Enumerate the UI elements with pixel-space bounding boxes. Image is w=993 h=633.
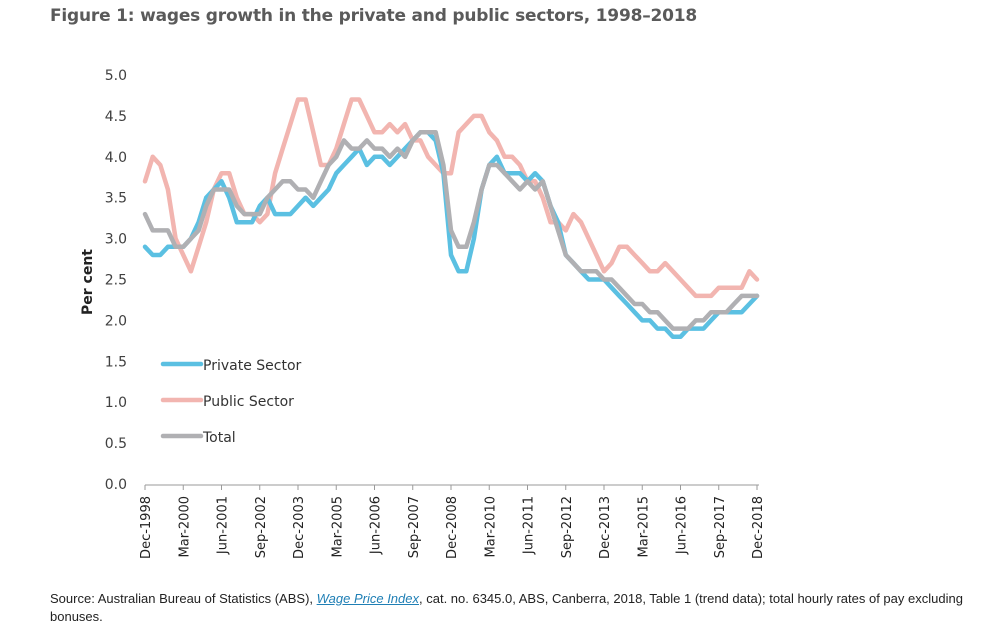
x-tick-label: Sep-2002 [254,496,269,558]
y-tick-label: 3.0 [105,232,127,248]
legend-label: Private Sector [203,358,302,374]
source-link[interactable]: Wage Price Index [316,591,419,606]
y-tick-label: 5.0 [105,68,127,84]
series-line-private-sector [142,130,760,340]
x-tick-label: Mar-2000 [177,496,192,557]
y-tick-label: 4.5 [105,109,127,125]
x-tick-label: Dec-2013 [598,496,613,559]
x-tick-label: Jun-2011 [522,496,537,555]
x-tick-label: Dec-1998 [139,496,154,559]
x-tick-label: Mar-2015 [636,496,651,557]
x-axis: Dec-1998 Mar-2000 Jun-2001 Sep-2002 Dec-2003… [139,484,766,559]
y-tick-label: 1.0 [105,395,127,411]
y-tick-label: 2.5 [105,273,127,289]
x-tick-label: Mar-2005 [330,496,345,557]
x-tick-label: Jun-2016 [675,496,690,555]
legend-label: Public Sector [203,394,294,410]
x-tick-label: Dec-2003 [292,496,307,559]
y-tick-label: 4.0 [105,150,127,166]
series-line-public-sector [142,97,760,299]
y-axis-label: Per cent [80,249,96,315]
source-suffix: , cat. no. 6345.0, ABS, Canberra, 2018, … [50,591,963,624]
y-tick-label: 2.0 [105,313,127,329]
y-tick-label: 0.5 [105,436,127,452]
x-tick-label: Jun-2001 [216,496,231,555]
x-tick-label: Sep-2012 [560,496,575,558]
source-prefix: Source: Australian Bureau of Statistics … [50,591,317,606]
y-tick-label: 0.0 [105,477,127,493]
y-tick-label: 3.5 [105,191,127,207]
series-lines [142,97,760,340]
y-axis: 0.0 0.5 1.0 1.5 2.0 2.5 3.0 3.5 4.0 4.5 5.0 [105,68,127,493]
x-tick-label: Sep-2017 [713,496,728,558]
y-tick-label: 1.5 [105,354,127,370]
x-tick-label: Dec-2018 [751,496,766,559]
legend: Private Sector Public Sector Total [160,358,302,446]
legend-label: Total [202,430,236,446]
series-line-total [142,130,760,331]
source-note: Source: Australian Bureau of Statistics … [50,590,970,626]
x-tick-label: Mar-2010 [483,496,498,557]
figure-title: Figure 1: wages growth in the private an… [50,6,698,26]
x-tick-label: Sep-2007 [407,496,422,558]
x-tick-label: Jun-2006 [369,496,384,555]
x-tick-label: Dec-2008 [445,496,460,559]
